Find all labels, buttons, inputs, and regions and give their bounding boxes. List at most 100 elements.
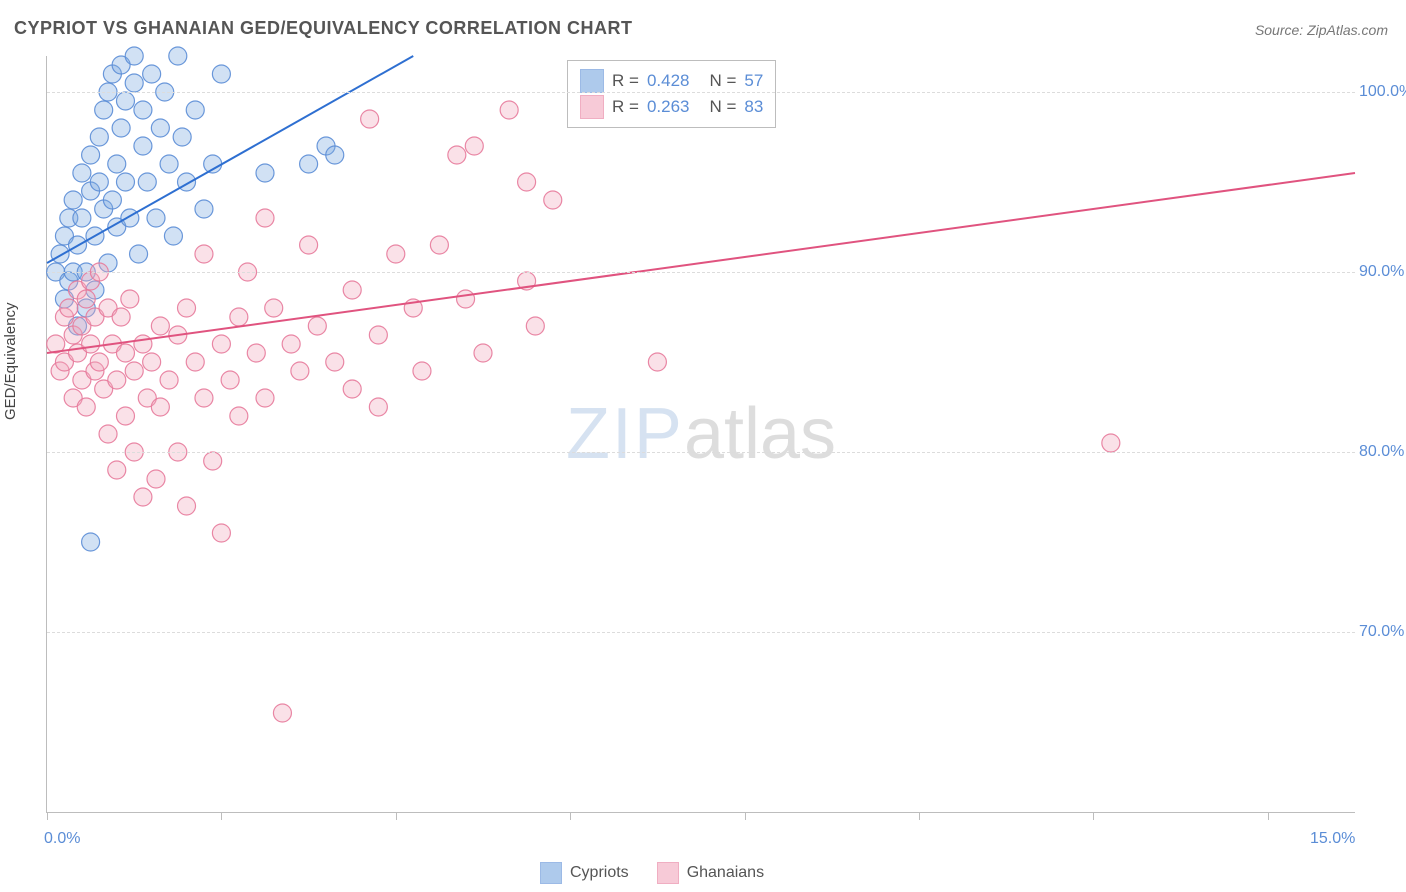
scatter-point bbox=[186, 353, 204, 371]
scatter-point bbox=[195, 389, 213, 407]
plot-svg bbox=[47, 56, 1355, 812]
scatter-point bbox=[178, 497, 196, 515]
scatter-point bbox=[430, 236, 448, 254]
scatter-point bbox=[1102, 434, 1120, 452]
x-axis-label-right: 15.0% bbox=[1310, 830, 1355, 848]
scatter-point bbox=[90, 353, 108, 371]
scatter-point bbox=[77, 290, 95, 308]
y-tick-label: 70.0% bbox=[1359, 623, 1406, 641]
x-tick bbox=[47, 812, 48, 820]
scatter-point bbox=[90, 128, 108, 146]
legend-r-label: R = bbox=[612, 71, 639, 91]
legend-label: Cypriots bbox=[570, 864, 629, 882]
scatter-point bbox=[112, 308, 130, 326]
scatter-point bbox=[147, 209, 165, 227]
scatter-point bbox=[195, 245, 213, 263]
scatter-point bbox=[282, 335, 300, 353]
scatter-point bbox=[173, 128, 191, 146]
x-tick bbox=[396, 812, 397, 820]
scatter-point bbox=[369, 326, 387, 344]
scatter-point bbox=[230, 308, 248, 326]
legend-n-value: 57 bbox=[744, 71, 763, 91]
chart-container: CYPRIOT VS GHANAIAN GED/EQUIVALENCY CORR… bbox=[0, 0, 1406, 892]
legend-item: Cypriots bbox=[540, 862, 629, 884]
scatter-point bbox=[134, 101, 152, 119]
legend-swatch bbox=[657, 862, 679, 884]
scatter-point bbox=[73, 209, 91, 227]
scatter-point bbox=[82, 146, 100, 164]
gridline bbox=[47, 632, 1355, 633]
scatter-point bbox=[60, 299, 78, 317]
x-tick bbox=[919, 812, 920, 820]
legend-row: R = 0.263 N = 83 bbox=[580, 95, 763, 119]
legend-n-value: 83 bbox=[744, 97, 763, 117]
scatter-point bbox=[99, 425, 117, 443]
scatter-point bbox=[125, 362, 143, 380]
legend-swatch bbox=[540, 862, 562, 884]
scatter-point bbox=[138, 173, 156, 191]
scatter-point bbox=[121, 290, 139, 308]
scatter-point bbox=[308, 317, 326, 335]
scatter-point bbox=[544, 191, 562, 209]
scatter-point bbox=[112, 119, 130, 137]
scatter-point bbox=[369, 398, 387, 416]
scatter-point bbox=[212, 335, 230, 353]
scatter-point bbox=[130, 245, 148, 263]
scatter-point bbox=[212, 524, 230, 542]
scatter-point bbox=[465, 137, 483, 155]
scatter-point bbox=[326, 146, 344, 164]
legend-swatch bbox=[580, 95, 604, 119]
scatter-point bbox=[95, 101, 113, 119]
regression-line bbox=[47, 173, 1355, 353]
scatter-point bbox=[151, 119, 169, 137]
chart-title: CYPRIOT VS GHANAIAN GED/EQUIVALENCY CORR… bbox=[14, 18, 633, 39]
legend-label: Ghanaians bbox=[687, 864, 764, 882]
scatter-point bbox=[147, 470, 165, 488]
scatter-point bbox=[448, 146, 466, 164]
legend-row: R = 0.428 N = 57 bbox=[580, 69, 763, 93]
scatter-point bbox=[116, 92, 134, 110]
scatter-point bbox=[212, 65, 230, 83]
legend-r-label: R = bbox=[612, 97, 639, 117]
scatter-point bbox=[300, 236, 318, 254]
scatter-point bbox=[82, 533, 100, 551]
scatter-point bbox=[186, 101, 204, 119]
scatter-point bbox=[82, 335, 100, 353]
scatter-point bbox=[77, 398, 95, 416]
y-tick-label: 90.0% bbox=[1359, 263, 1406, 281]
scatter-point bbox=[526, 317, 544, 335]
legend-series: Cypriots Ghanaians bbox=[540, 862, 764, 884]
scatter-point bbox=[125, 74, 143, 92]
scatter-point bbox=[108, 155, 126, 173]
scatter-point bbox=[343, 380, 361, 398]
scatter-point bbox=[195, 200, 213, 218]
scatter-point bbox=[291, 362, 309, 380]
scatter-point bbox=[134, 335, 152, 353]
y-tick-label: 80.0% bbox=[1359, 443, 1406, 461]
scatter-point bbox=[387, 245, 405, 263]
scatter-point bbox=[648, 353, 666, 371]
scatter-point bbox=[143, 65, 161, 83]
scatter-point bbox=[500, 101, 518, 119]
gridline bbox=[47, 92, 1355, 93]
scatter-point bbox=[90, 173, 108, 191]
y-tick-label: 100.0% bbox=[1359, 83, 1406, 101]
legend-n-label: N = bbox=[709, 97, 736, 117]
scatter-point bbox=[151, 398, 169, 416]
scatter-point bbox=[474, 344, 492, 362]
scatter-point bbox=[265, 299, 283, 317]
x-axis-label-left: 0.0% bbox=[44, 830, 80, 848]
legend-n-label: N = bbox=[709, 71, 736, 91]
scatter-point bbox=[178, 299, 196, 317]
scatter-point bbox=[125, 47, 143, 65]
scatter-point bbox=[116, 344, 134, 362]
legend-r-value: 0.263 bbox=[647, 97, 690, 117]
scatter-point bbox=[103, 191, 121, 209]
legend-r-value: 0.428 bbox=[647, 71, 690, 91]
x-tick bbox=[1268, 812, 1269, 820]
scatter-point bbox=[151, 317, 169, 335]
scatter-point bbox=[169, 47, 187, 65]
scatter-point bbox=[143, 353, 161, 371]
scatter-point bbox=[164, 227, 182, 245]
gridline bbox=[47, 272, 1355, 273]
